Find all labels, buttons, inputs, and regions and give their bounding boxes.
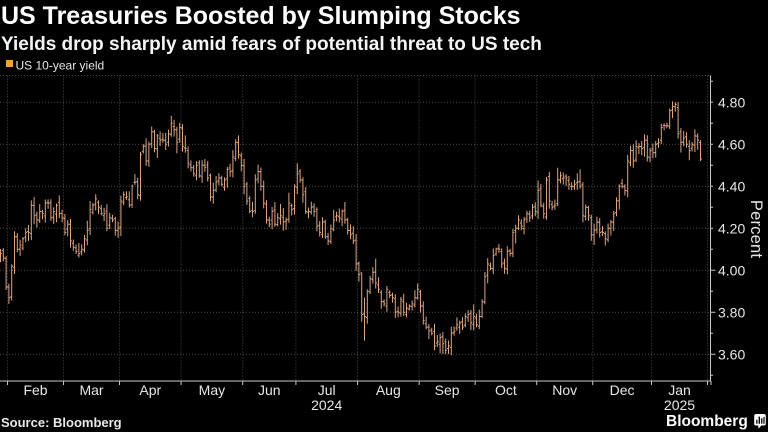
svg-text:Jan: Jan bbox=[668, 382, 691, 398]
svg-text:Feb: Feb bbox=[23, 382, 47, 398]
svg-text:4.80: 4.80 bbox=[718, 94, 745, 110]
svg-text:Percent: Percent bbox=[747, 200, 765, 258]
svg-text:Nov: Nov bbox=[552, 382, 577, 398]
svg-text:Jul: Jul bbox=[318, 382, 336, 398]
svg-text:US 10-year yield: US 10-year yield bbox=[16, 59, 105, 73]
svg-text:Aug: Aug bbox=[376, 382, 401, 398]
svg-text:Sep: Sep bbox=[435, 382, 460, 398]
svg-text:2024: 2024 bbox=[311, 397, 342, 413]
svg-text:4.60: 4.60 bbox=[718, 136, 745, 152]
svg-text:4.40: 4.40 bbox=[718, 178, 745, 194]
svg-text:Jun: Jun bbox=[258, 382, 281, 398]
svg-text:4.00: 4.00 bbox=[718, 262, 745, 278]
svg-text:Apr: Apr bbox=[139, 382, 161, 398]
svg-text:May: May bbox=[199, 382, 225, 398]
svg-text:Source: Bloomberg: Source: Bloomberg bbox=[1, 415, 122, 430]
svg-text:Oct: Oct bbox=[495, 382, 517, 398]
svg-text:Dec: Dec bbox=[610, 382, 635, 398]
svg-text:3.60: 3.60 bbox=[718, 346, 745, 362]
svg-text:3.80: 3.80 bbox=[718, 304, 745, 320]
svg-text:Yields drop sharply amid fears: Yields drop sharply amid fears of potent… bbox=[1, 34, 542, 55]
svg-text:2025: 2025 bbox=[664, 397, 695, 413]
svg-text:Mar: Mar bbox=[79, 382, 103, 398]
svg-text:US Treasuries Boosted by Slump: US Treasuries Boosted by Slumping Stocks bbox=[1, 2, 521, 30]
svg-text:4.20: 4.20 bbox=[718, 220, 745, 236]
svg-text:Bloomberg: Bloomberg bbox=[666, 413, 748, 430]
